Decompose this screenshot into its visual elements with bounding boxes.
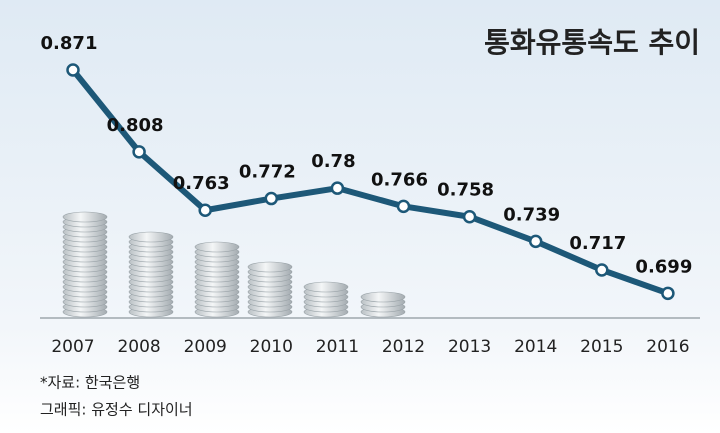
data-point bbox=[528, 234, 543, 249]
x-tick-label: 2015 bbox=[580, 337, 623, 357]
x-tick-label: 2009 bbox=[184, 337, 227, 357]
data-point bbox=[66, 63, 80, 77]
data-point bbox=[330, 181, 345, 195]
chart-title: 통화유통속도 추이 bbox=[484, 26, 700, 59]
data-label: 0.772 bbox=[239, 162, 296, 183]
x-tick-label: 2016 bbox=[646, 337, 689, 357]
coin bbox=[360, 291, 406, 303]
data-label: 0.766 bbox=[371, 169, 428, 190]
x-tick-label: 2013 bbox=[448, 337, 491, 357]
data-label: 0.871 bbox=[41, 33, 98, 54]
data-label: 0.763 bbox=[173, 173, 230, 194]
source-note: *자료: 한국은행 bbox=[40, 374, 140, 392]
data-point bbox=[661, 286, 675, 301]
data-point bbox=[462, 209, 477, 224]
data-label: 0.699 bbox=[635, 256, 692, 277]
data-point bbox=[198, 203, 212, 217]
coin bbox=[247, 261, 293, 273]
data-point bbox=[396, 199, 411, 214]
data-point bbox=[132, 145, 146, 159]
data-line bbox=[70, 68, 669, 297]
data-label: 0.808 bbox=[107, 115, 164, 136]
x-tick-label: 2010 bbox=[250, 337, 293, 357]
x-tick-label: 2007 bbox=[51, 337, 94, 357]
x-tick-label: 2011 bbox=[316, 337, 359, 357]
x-tick-label: 2014 bbox=[514, 337, 557, 357]
x-tick-label: 2012 bbox=[382, 337, 425, 357]
coin bbox=[194, 241, 240, 253]
data-label: 0.717 bbox=[569, 233, 626, 254]
credit-note: 그래픽: 유정수 디자이너 bbox=[40, 401, 193, 419]
data-label: 0.739 bbox=[503, 204, 560, 225]
data-point bbox=[595, 263, 609, 277]
data-point bbox=[264, 191, 279, 206]
coin bbox=[128, 231, 174, 243]
coin-stacks bbox=[62, 211, 406, 318]
x-tick-label: 2008 bbox=[117, 337, 160, 357]
coin bbox=[62, 211, 108, 223]
data-label: 0.758 bbox=[437, 180, 494, 201]
coin bbox=[303, 281, 349, 293]
data-label: 0.78 bbox=[311, 151, 355, 172]
